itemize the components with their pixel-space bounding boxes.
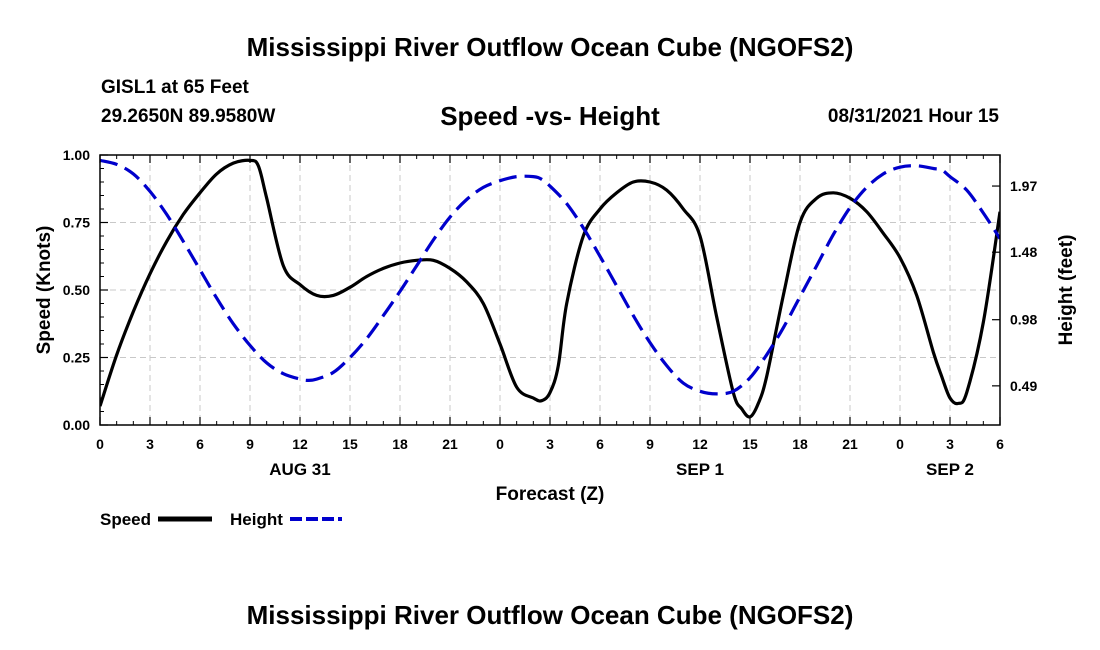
y-right-tick-label: 1.48 <box>1010 244 1037 260</box>
date-label: SEP 2 <box>926 460 974 479</box>
x-tick-label: 3 <box>546 436 554 452</box>
station-name: GISL1 at 65 Feet <box>101 77 249 98</box>
x-tick-label: 12 <box>692 436 708 452</box>
x-tick-label: 0 <box>496 436 504 452</box>
footer-title: Mississippi River Outflow Ocean Cube (NG… <box>246 600 854 630</box>
x-tick-label: 3 <box>146 436 154 452</box>
y-tick-label: 0.25 <box>63 350 90 366</box>
x-tick-label: 18 <box>392 436 408 452</box>
date-label: SEP 1 <box>676 460 724 479</box>
x-tick-label: 9 <box>246 436 254 452</box>
legend: Speed Height <box>100 510 342 529</box>
x-tick-label: 3 <box>946 436 954 452</box>
height-series-line <box>100 158 1000 396</box>
legend-height-label: Height <box>230 510 283 529</box>
chart-title: Mississippi River Outflow Ocean Cube (NG… <box>246 32 854 62</box>
date-label: AUG 31 <box>269 460 330 479</box>
x-tick-label: 15 <box>742 436 758 452</box>
x-tick-label: 15 <box>342 436 358 452</box>
legend-speed-label: Speed <box>100 510 151 529</box>
y-axis-label-right: Height (feet) <box>1056 235 1077 346</box>
x-tick-label: 6 <box>196 436 204 452</box>
y-tick-label: 0.75 <box>63 215 90 231</box>
x-tick-label: 9 <box>646 436 654 452</box>
ticks: 0 3 6 9 12 15 18 21 0 3 6 9 12 15 18 21 0 3 6 AUG 31 SEP 1 SE… <box>63 147 1038 479</box>
x-axis-label: Forecast (Z) <box>496 484 605 505</box>
x-tick-label: 6 <box>596 436 604 452</box>
y-right-tick-label: 0.49 <box>1010 378 1037 394</box>
y-tick-label: 0.50 <box>63 282 90 298</box>
forecast-datetime: 08/31/2021 Hour 15 <box>827 106 999 127</box>
x-tick-label: 12 <box>292 436 308 452</box>
y-right-tick-label: 1.97 <box>1010 178 1037 194</box>
grid <box>100 155 1000 425</box>
x-tick-label: 0 <box>896 436 904 452</box>
speed-series-line <box>100 158 1000 419</box>
y-tick-label: 0.00 <box>63 417 90 433</box>
x-tick-label: 21 <box>442 436 458 452</box>
y-axis-label-left: Speed (Knots) <box>34 226 55 355</box>
series-layer <box>100 158 1000 419</box>
x-tick-label: 18 <box>792 436 808 452</box>
chart-subtitle: Speed -vs- Height <box>440 101 660 131</box>
y-tick-label: 1.00 <box>63 147 90 163</box>
x-tick-label: 21 <box>842 436 858 452</box>
x-tick-label: 0 <box>96 436 104 452</box>
station-coords: 29.2650N 89.9580W <box>101 106 276 127</box>
y-right-tick-label: 0.98 <box>1010 312 1037 328</box>
x-tick-label: 6 <box>996 436 1004 452</box>
